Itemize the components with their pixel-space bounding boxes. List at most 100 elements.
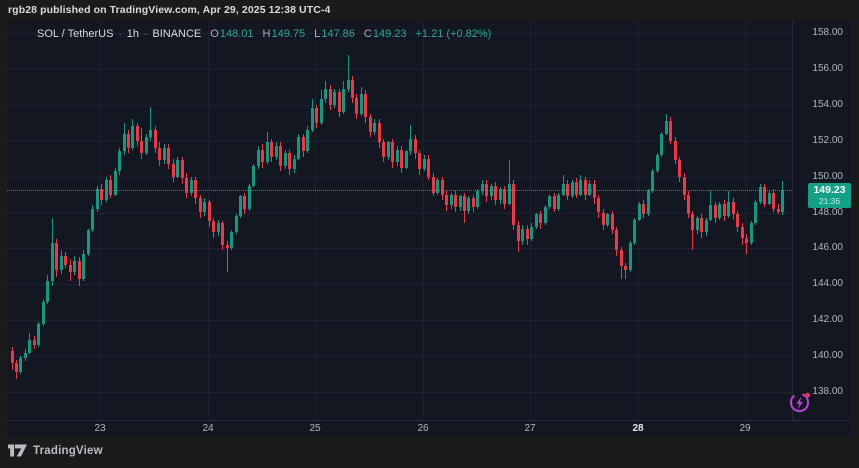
close-label: C [363, 28, 372, 40]
candle-body [700, 217, 704, 233]
candle-body [431, 176, 435, 193]
candle-body [180, 160, 184, 179]
candle-wick [347, 54, 349, 93]
candle-body [176, 160, 180, 177]
candle-body [64, 255, 68, 265]
candle-body [781, 190, 785, 213]
candle-body [247, 185, 251, 209]
candle-body [570, 181, 574, 197]
candle-body [19, 357, 23, 373]
candle-body [216, 223, 220, 233]
candle-body [95, 189, 99, 209]
last-price-line [7, 190, 792, 192]
price-gridline [7, 68, 792, 70]
candle-body [467, 198, 471, 211]
candle-body [50, 243, 54, 281]
exchange-label: BINANCE [152, 28, 202, 40]
candle-body [704, 219, 708, 233]
candle-body [189, 180, 193, 193]
time-tick-label: 25 [309, 423, 321, 434]
time-gridline [745, 21, 746, 420]
boost-button[interactable] [788, 390, 812, 414]
candle-body [306, 129, 310, 152]
candle-body [637, 203, 641, 220]
candle-body [230, 232, 234, 249]
candle-body [328, 88, 332, 105]
price-tick-label: 140.00 [812, 350, 843, 362]
candle-body [409, 138, 413, 152]
price-axis[interactable]: 149.23 21:36 158.00 156.00 154.00 152.00 150… [792, 21, 851, 420]
candle-body [68, 264, 72, 272]
candle-body [445, 194, 449, 206]
tradingview-logo-icon[interactable] [8, 444, 27, 457]
candle-body [140, 140, 144, 154]
candle-body [288, 153, 292, 170]
publish-banner: rgb28 published on TradingView.com, Apr … [8, 4, 331, 16]
alert-dot [805, 392, 810, 398]
candle-body [153, 129, 157, 148]
candle-body [126, 133, 130, 148]
candle-body [471, 198, 475, 208]
candle-body [301, 137, 305, 152]
candle-body [265, 142, 269, 163]
candle-body [55, 243, 59, 270]
interval-label[interactable]: 1h [126, 28, 140, 40]
candle-body [221, 223, 225, 245]
candle-body [203, 201, 207, 213]
candle-body [763, 187, 767, 204]
close-value: 149.23 [372, 28, 407, 40]
price-tick-label: 146.00 [812, 242, 843, 254]
candle-body [234, 216, 238, 233]
open-label: O [210, 28, 219, 40]
candle-body [386, 142, 390, 157]
candle-body [588, 183, 592, 195]
candle-body [548, 196, 552, 208]
candle-body [359, 94, 363, 114]
price-tick-label: 148.00 [812, 206, 843, 218]
price-gridline [7, 392, 792, 393]
price-gridline [7, 140, 792, 142]
price-tick-label: 156.00 [812, 62, 843, 74]
open-value: 148.01 [219, 28, 254, 40]
price-gridline [7, 104, 792, 106]
candle-body [480, 183, 484, 191]
candle-body [104, 180, 108, 200]
footer: TradingView [8, 444, 103, 457]
candle-body [342, 88, 346, 112]
candle-body [109, 180, 113, 195]
candle-body [82, 253, 86, 279]
time-axis[interactable]: 23 24 25 26 27 28 29 [7, 420, 851, 437]
time-tick-label: 24 [202, 423, 214, 434]
candle-body [167, 147, 171, 165]
candle-body [583, 180, 587, 195]
candle-body [628, 243, 632, 270]
candle-body [624, 266, 628, 270]
candle-body [754, 201, 758, 224]
plot-area[interactable] [7, 21, 792, 420]
candle-body [772, 192, 776, 209]
candle-body [758, 187, 762, 202]
candle-body [382, 142, 386, 157]
time-gridline [423, 21, 424, 420]
candle-body [122, 133, 126, 152]
candle-body [422, 158, 426, 170]
high-value: 149.75 [271, 28, 306, 40]
candle-wick [226, 241, 228, 272]
candle-body [333, 92, 337, 105]
candle-body [660, 133, 664, 156]
candle-body [579, 180, 583, 195]
candle-body [566, 183, 570, 197]
low-value: 147.86 [321, 28, 355, 40]
candle-wick [150, 106, 152, 141]
candle-body [530, 226, 534, 240]
candle-body [691, 214, 695, 231]
candle-body [507, 183, 511, 204]
candle-body [418, 153, 422, 170]
symbol-name[interactable]: SOL / TetherUS [37, 28, 114, 40]
candle-body [238, 196, 242, 217]
high-label: H [262, 28, 271, 40]
candle-body [610, 214, 614, 231]
candle-body [664, 120, 668, 134]
tradingview-wordmark[interactable]: TradingView [33, 444, 103, 457]
